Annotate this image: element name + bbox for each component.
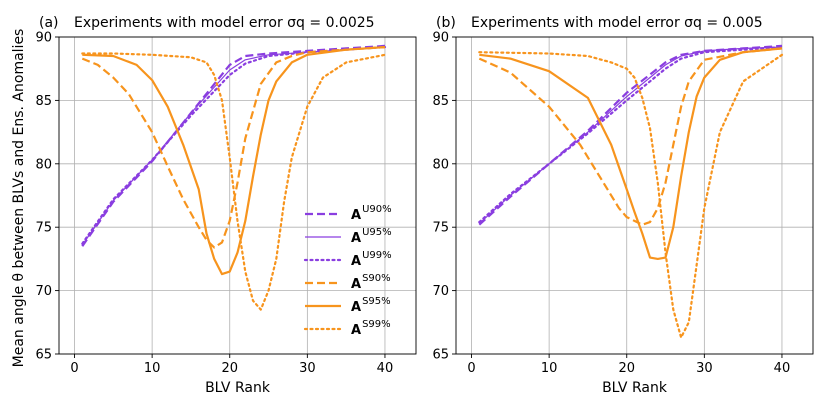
series-line-s99pct — [81, 52, 387, 311]
y-tick-label: 90 — [432, 31, 449, 46]
series-line-u90pct — [81, 44, 386, 247]
x-tick-label: 10 — [144, 361, 161, 376]
y-tick-label: 70 — [432, 284, 449, 299]
panel-label: (a) — [39, 15, 59, 31]
series-line-u99pct — [81, 45, 387, 245]
axes-frame — [455, 36, 814, 355]
x-tick-label: 30 — [696, 361, 713, 376]
series-group — [81, 44, 387, 311]
y-tick-label: 85 — [432, 94, 449, 109]
y-tick-label: 85 — [35, 94, 52, 109]
y-axis-label: Mean angle θ between BLVs and Ens. Anoma… — [11, 29, 27, 368]
y-tick-label: 65 — [432, 348, 449, 363]
y-tick-label: 65 — [35, 348, 52, 363]
y-tick-label: 70 — [35, 284, 52, 299]
x-tick-label: 40 — [377, 361, 394, 376]
y-tick-label: 80 — [35, 157, 52, 172]
series-line-s90pct — [81, 46, 386, 249]
series-line-s95pct — [82, 46, 386, 276]
x-tick-label: 0 — [467, 361, 475, 376]
panel-b: 0 10 20 30 40 65 70 75 80 85 90 BLV Rank (b) Experime… — [432, 15, 814, 396]
series-line-s95pct — [479, 47, 783, 260]
x-axis-label: BLV Rank — [602, 380, 668, 396]
y-tick-label: 75 — [35, 221, 52, 236]
series-group — [478, 44, 784, 339]
x-tick-label: 20 — [618, 361, 635, 376]
legend: AU90%AU95%AU99%AS90%AS95%AS99% — [303, 204, 392, 338]
series-line-s90pct — [478, 47, 783, 226]
y-tick-label: 75 — [432, 221, 449, 236]
axes-frame — [58, 36, 417, 355]
series-line-u99pct — [478, 45, 784, 224]
x-tick-label: 20 — [221, 361, 238, 376]
series-line-u95pct — [81, 46, 386, 246]
panel-title: Experiments with model error σq = 0.005 — [471, 15, 763, 31]
panel-a: 0 10 20 30 40 65 70 75 80 85 90 BLV Rank (a) Experime… — [35, 15, 417, 396]
x-tick-label: 10 — [541, 361, 558, 376]
legend-label: AU99% — [351, 250, 392, 269]
panel-label: (b) — [436, 15, 456, 31]
legend-label: AU95% — [351, 227, 392, 246]
x-tick-label: 30 — [299, 361, 316, 376]
panel-title: Experiments with model error σq = 0.0025 — [74, 15, 375, 31]
x-tick-label: 0 — [70, 361, 78, 376]
y-tick-label: 80 — [432, 157, 449, 172]
y-tick-label: 90 — [35, 31, 52, 46]
x-axis-label: BLV Rank — [205, 380, 271, 396]
series-line-s99pct — [478, 51, 784, 339]
x-tick-label: 40 — [774, 361, 791, 376]
legend-label: AU90% — [351, 204, 392, 223]
